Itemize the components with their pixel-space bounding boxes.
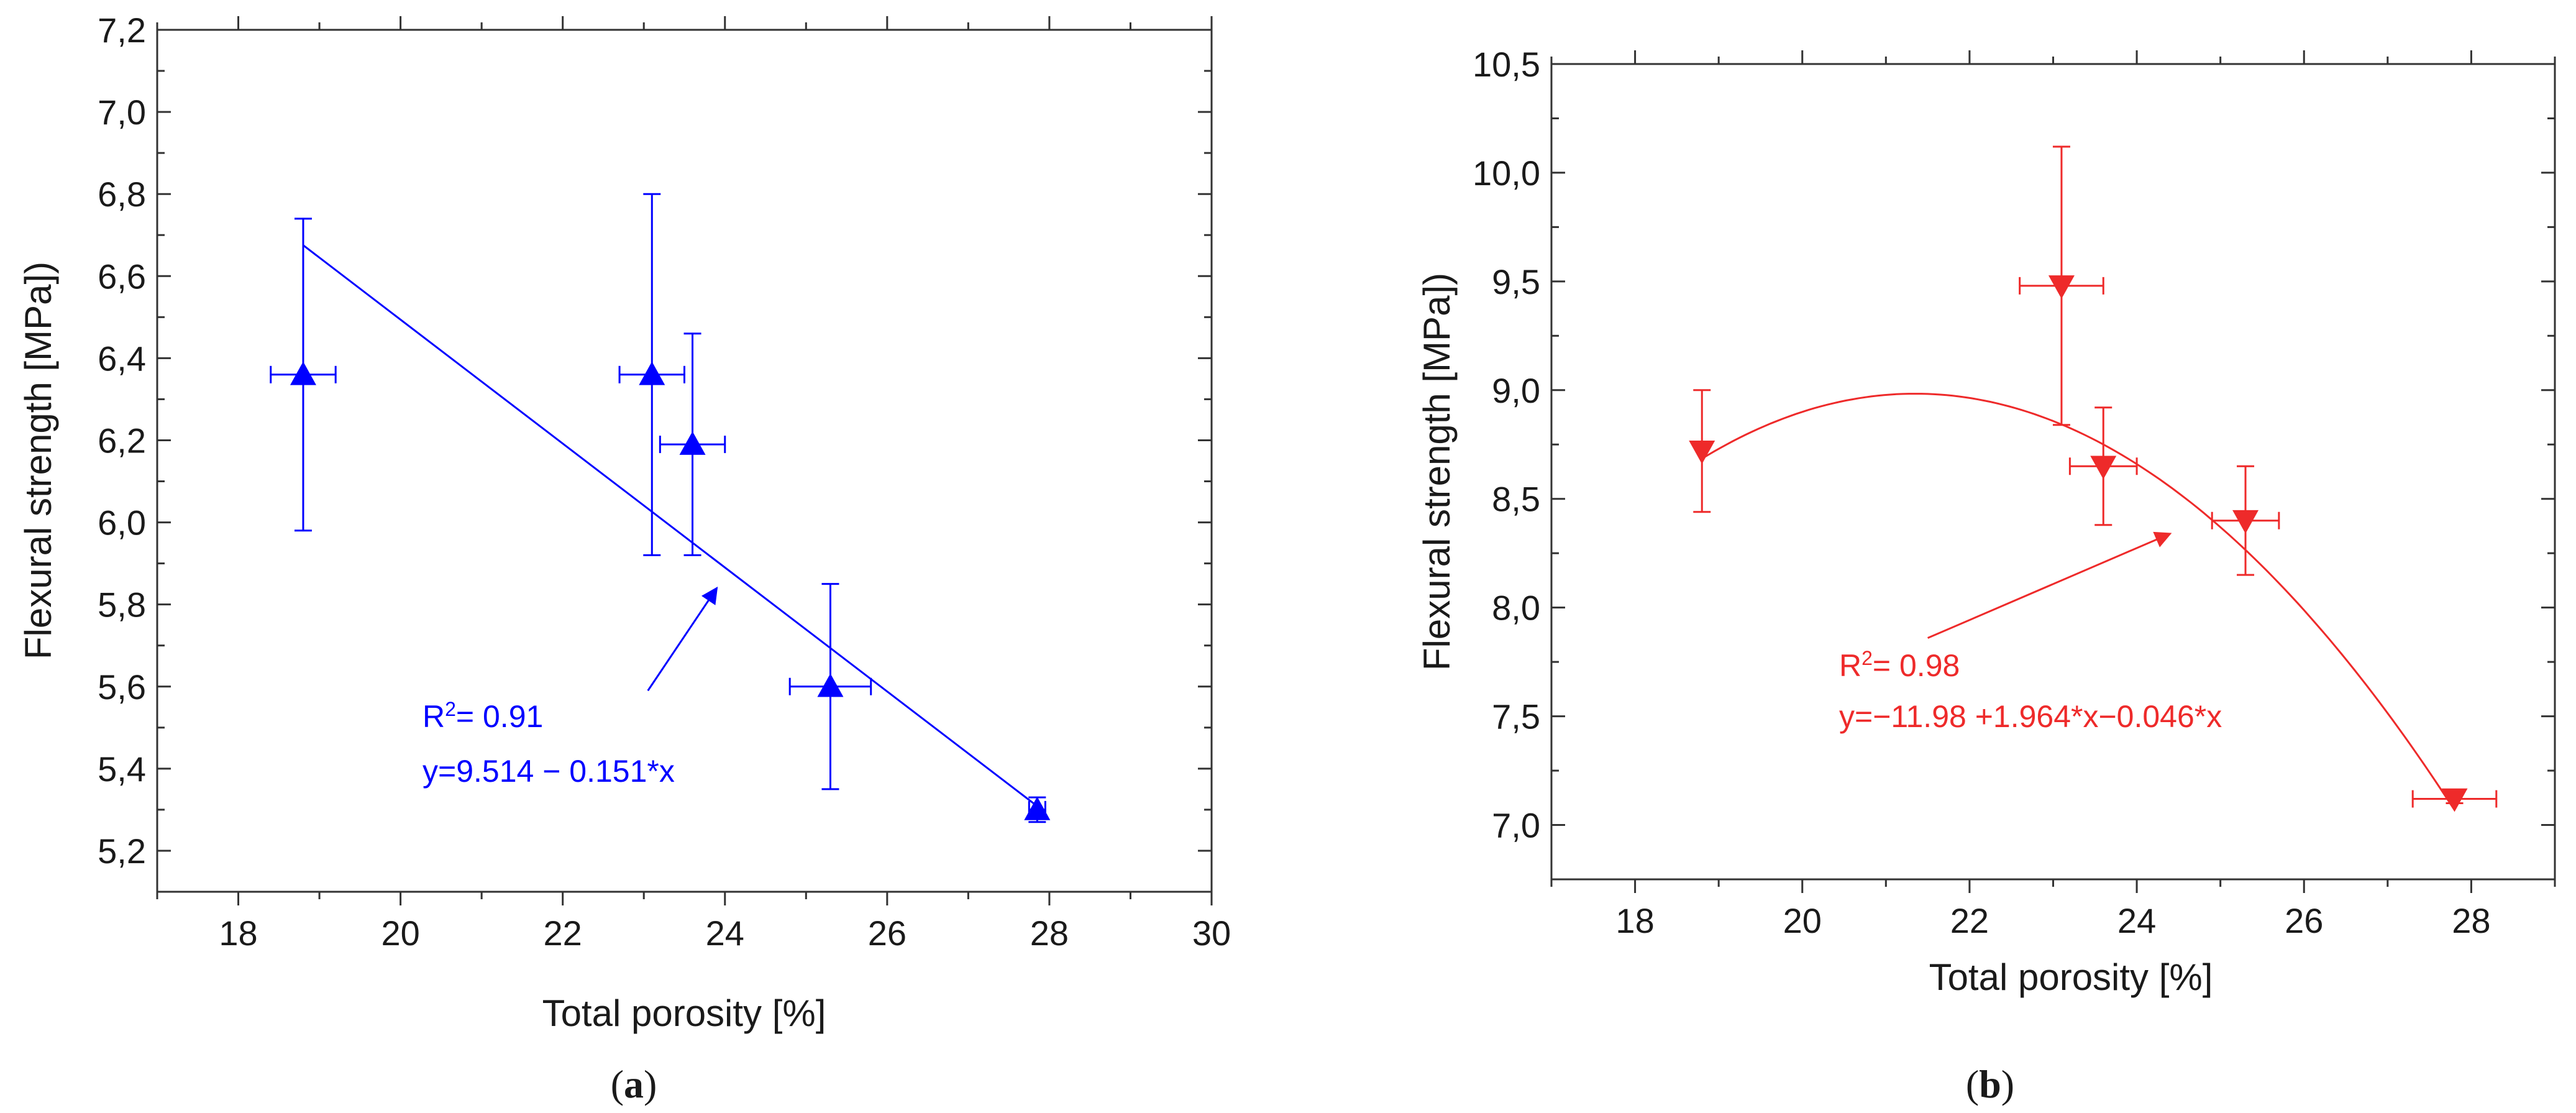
chart-b-annotation-arrow [1927, 531, 2172, 639]
chart-a-points [270, 193, 1051, 823]
chart-a-x-label: Total porosity [%] [542, 992, 826, 1034]
y-tick-label: 10,5 [1473, 45, 1540, 84]
chart-b-r2: R2= 0.98 [1839, 647, 1960, 683]
chart-a-fit-line [303, 244, 1038, 807]
marker-triangle-down [2232, 510, 2259, 534]
chart-a-annotation-arrow [647, 587, 718, 692]
chart-b-y-ticks: 7,0 7,5 8,0 8,5 9,0 9,5 10,0 10,5 [1473, 45, 2555, 845]
chart-a-y-label: Flexural strength [MPa]) [17, 262, 59, 659]
y-tick-label: 5,4 [98, 749, 146, 789]
data-point [1689, 389, 1715, 513]
data-point [1024, 796, 1051, 823]
marker-triangle-up [1024, 796, 1051, 820]
chart-b-equation: y=−11.98 +1.964*x−0.046*x [1839, 699, 2222, 734]
y-tick-label: 9,5 [1492, 262, 1540, 301]
data-point [788, 583, 872, 790]
y-tick-label: 6,6 [98, 257, 146, 296]
chart-a: 5,2 5,4 5,6 5,8 6,0 6,2 6,4 6,6 6,8 7,0 7,2 18 20 22… [17, 11, 1231, 1106]
panel-label-b: (b) [1966, 1062, 2014, 1106]
marker-triangle-down [2441, 788, 2468, 812]
x-tick-label: 18 [1615, 901, 1654, 940]
y-tick-label: 5,6 [98, 667, 146, 707]
y-tick-label: 10,0 [1473, 153, 1540, 193]
chart-b-fit-curve [1701, 393, 2455, 811]
marker-triangle-down [2048, 275, 2075, 299]
y-tick-label: 7,5 [1492, 697, 1540, 736]
y-tick-label: 7,0 [1492, 806, 1540, 845]
y-tick-label: 7,2 [98, 11, 146, 50]
y-tick-label: 6,8 [98, 175, 146, 214]
chart-b-y-label: Flexural strength [MPa]) [1416, 273, 1458, 671]
data-point [2019, 145, 2104, 426]
chart-b-x-ticks: 18 20 22 24 26 28 [1550, 50, 2556, 940]
x-tick-label: 28 [1030, 914, 1069, 953]
y-tick-label: 5,8 [98, 585, 146, 625]
x-tick-label: 24 [2117, 901, 2156, 940]
y-tick-label: 8,5 [1492, 480, 1540, 519]
chart-b: 7,07,58,08,59,09,510,010,5 18 20 22 24 26 28 … [1416, 45, 2556, 1106]
x-tick-label: 28 [2452, 901, 2490, 940]
y-tick-label: 6,0 [98, 503, 146, 543]
data-point [270, 218, 337, 532]
data-point [2068, 406, 2138, 526]
chart-a-y-ticks: 5,2 5,4 5,6 5,8 6,0 6,2 6,4 6,6 6,8 7,0 7,2 [98, 11, 1212, 871]
marker-triangle-down [1689, 440, 1715, 464]
chart-a-frame [156, 29, 1213, 893]
x-tick-label: 20 [381, 914, 419, 953]
marker-triangle-up [639, 361, 665, 385]
y-tick-label: 9,0 [1492, 371, 1540, 410]
x-tick-label: 30 [1192, 914, 1231, 953]
panel-label-a: (a) [611, 1062, 657, 1106]
y-tick-label: 8,0 [1492, 589, 1540, 628]
data-point [2411, 788, 2498, 812]
data-point [2211, 465, 2280, 576]
marker-triangle-up [817, 673, 844, 697]
data-point [618, 193, 685, 556]
y-tick-label: 6,2 [98, 421, 146, 460]
chart-a-x-ticks: 18 20 22 24 26 28 30 [156, 16, 1231, 953]
data-point [659, 332, 726, 556]
y-tick-label: 7,0 [98, 93, 146, 132]
marker-triangle-up [290, 361, 316, 385]
x-tick-label: 22 [1950, 901, 1989, 940]
y-tick-label: 6,4 [98, 339, 146, 378]
marker-triangle-up [679, 431, 706, 455]
chart-a-r2: R2= 0.91 [422, 698, 543, 734]
chart-a-equation: y=9.514 − 0.151*x [422, 754, 675, 789]
chart-b-points [1689, 145, 2498, 812]
x-tick-label: 22 [544, 914, 582, 953]
x-tick-label: 26 [868, 914, 907, 953]
x-tick-label: 20 [1783, 901, 1822, 940]
y-tick-label: 5,2 [98, 831, 146, 871]
x-tick-label: 24 [706, 914, 744, 953]
chart-b-x-label: Total porosity [%] [1929, 956, 2213, 998]
x-tick-label: 26 [2285, 901, 2323, 940]
x-tick-label: 18 [219, 914, 257, 953]
marker-triangle-down [2090, 456, 2117, 480]
